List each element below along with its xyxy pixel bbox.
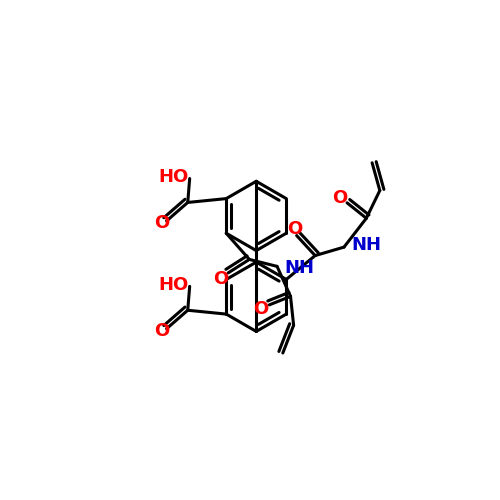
Text: O: O bbox=[154, 322, 169, 340]
Text: O: O bbox=[287, 220, 302, 238]
Text: HO: HO bbox=[158, 168, 188, 186]
Text: O: O bbox=[254, 300, 268, 318]
Text: O: O bbox=[332, 189, 348, 207]
Text: O: O bbox=[154, 214, 169, 232]
Text: NH: NH bbox=[284, 258, 314, 276]
Text: HO: HO bbox=[158, 276, 188, 294]
Text: O: O bbox=[214, 270, 229, 287]
Text: NH: NH bbox=[351, 236, 381, 254]
